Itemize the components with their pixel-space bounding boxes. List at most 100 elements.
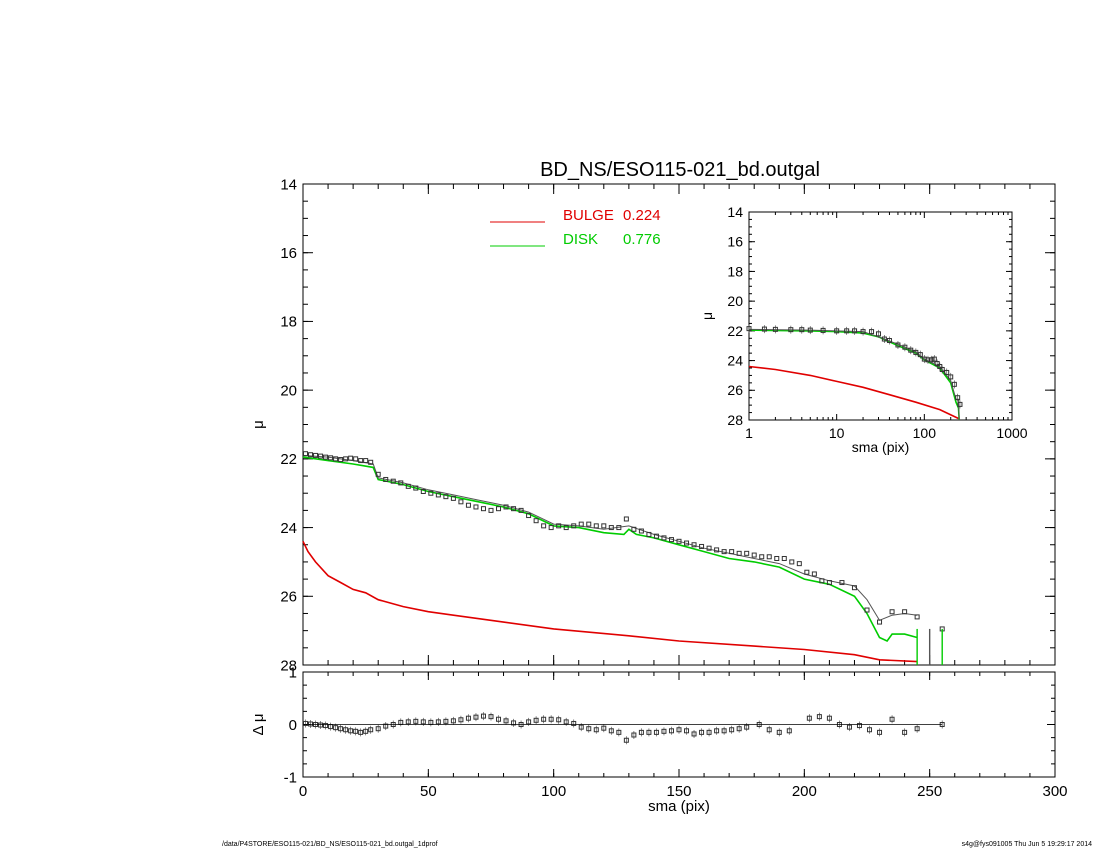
data-point [343,456,349,462]
y-tick-label: 22 [727,323,743,339]
x-tick-label: 200 [792,783,817,800]
series-line-bulge [302,540,918,663]
y-tick-label: 0 [289,717,297,734]
data-point [788,327,794,333]
y-tick-label: -1 [284,769,297,786]
y-axis-label: Δ μ [250,713,267,735]
data-point [881,336,887,342]
x-tick-label: 250 [917,783,942,800]
data-point [638,528,644,534]
data-point [328,455,334,461]
x-tick-label: 50 [420,783,437,800]
data-point [746,326,752,332]
data-point [944,369,950,375]
y-tick-label: 16 [280,245,297,262]
data-point [819,578,825,584]
data-point [925,357,931,363]
data-point [807,327,813,333]
y-axis-label: μ [250,420,267,429]
data-point [413,485,419,491]
y-tick-label: 14 [727,204,743,220]
data-point [353,728,359,734]
data-point [548,716,554,722]
data-point [398,480,404,486]
data-point [676,727,682,733]
data-point [744,550,750,556]
data-point [593,727,599,733]
legend-label-bulge: BULGE [563,207,614,224]
data-point [353,456,359,462]
x-axis-label: sma (pix) [648,798,710,815]
data-point [333,456,339,462]
data-point [363,728,369,734]
y-tick-label: 18 [727,263,743,279]
data-point [653,729,659,735]
data-point [875,331,881,337]
data-point [563,719,569,725]
data-point [776,729,782,735]
x-tick-label: 300 [1042,783,1067,800]
data-point [895,342,901,348]
data-point [729,727,735,733]
y-tick-label: 14 [280,176,297,193]
data-point [955,395,961,401]
data-point [820,327,826,333]
data-point [533,518,539,524]
inset-panel: 1 10 100 1000 14 16 18 20 22 24 26 28 sma (pix) μ [699,204,1028,455]
data-point [856,723,862,729]
data-point [668,537,674,543]
data-point [914,726,920,732]
data-point [586,521,592,527]
data-point [631,732,637,738]
data-point [714,728,720,734]
data-point [721,549,727,555]
data-point [480,506,486,512]
data-point [852,328,858,334]
data-point [889,609,895,615]
footer-file-path: /data/P4STORE/ESO115-021/BD_NS/ESO115-02… [222,841,438,848]
data-point [548,525,554,531]
data-point [303,451,309,457]
data-point [343,727,349,733]
data-point [333,725,339,731]
data-point [473,714,479,720]
main-panel: 14 16 18 20 22 24 26 28 μ BULGE 0.224 DISK 0.776 [250,176,1056,674]
footer-timestamp: s4g@fys091005 Thu Jun 5 19:29:17 2014 [961,841,1092,848]
data-point [699,729,705,735]
x-tick-label: 0 [299,783,307,800]
data-point [851,585,857,591]
data-point [338,726,344,732]
data-point [931,356,937,362]
data-point [511,720,517,726]
data-point [844,328,850,334]
plot-frame [302,183,1056,666]
data-point [450,718,456,724]
data-point [601,725,607,731]
data-point [465,502,471,508]
data-point [473,504,479,510]
data-point [488,714,494,720]
data-point [799,327,805,333]
data-point [676,538,682,544]
data-point [646,531,652,537]
data-point [826,580,832,586]
data-point [684,728,690,734]
data-point [948,374,954,380]
data-point [774,555,780,561]
data-point [503,504,509,510]
data-point [308,721,314,727]
x-tick-label: 100 [913,425,937,441]
data-point [917,352,923,358]
data-point [503,718,509,724]
data-point [729,549,735,555]
data-point [563,525,569,531]
data-point [889,716,895,722]
data-point [616,729,622,735]
data-point [638,729,644,735]
data-point [781,555,787,561]
y-axis-label: μ [699,312,715,320]
data-point [338,457,344,463]
y-tick-label: 16 [727,234,743,250]
data-point [571,720,577,726]
